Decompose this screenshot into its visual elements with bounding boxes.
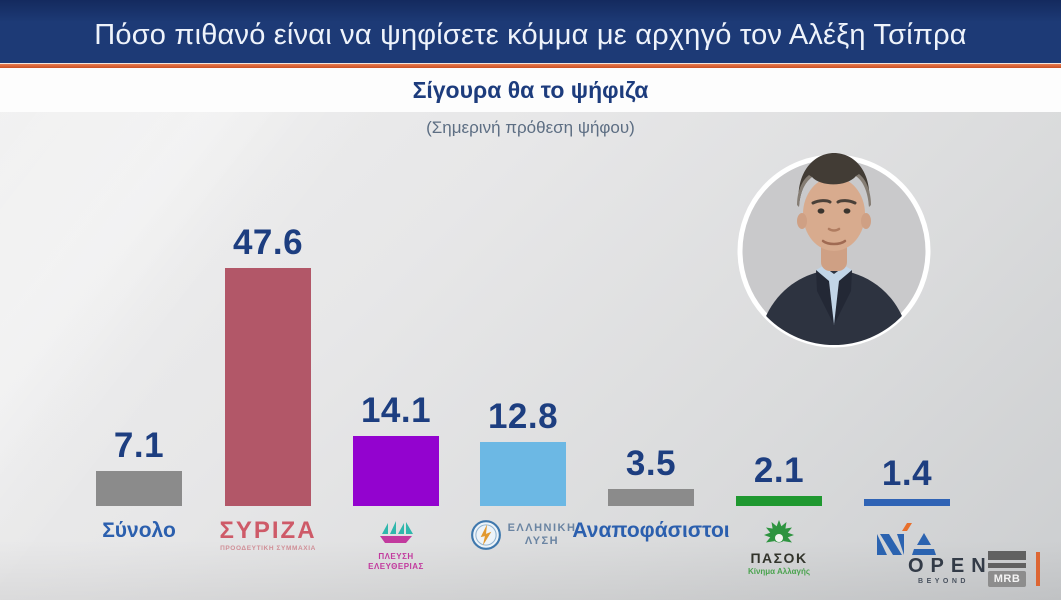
nd-triangles-icon: [877, 523, 936, 555]
bar-group-elliniki-lysi: 12.8 ΕΛΛΗΝΙΚΗ ΛΥΣΗ: [470, 397, 575, 550]
bar-value: 7.1: [113, 425, 165, 465]
bar-value: 47.6: [232, 223, 304, 262]
elliniki-logo-line2: ΛΥΣΗ: [524, 535, 560, 547]
bar-syriza: [225, 268, 311, 506]
open-logo-text: OPEN: [908, 555, 993, 577]
elliniki-logo-line1: ΕΛΛΗΝΙΚΗ: [507, 521, 577, 534]
tsipras-portrait: [737, 141, 931, 348]
page-title: Πόσο πιθανό είναι να ψηφίσετε κόμμα με α…: [94, 19, 967, 51]
bar-group-plefsi: 14.1 ΠΛΕΥΣΗ ΕΛΕΥΘΕΡΙΑΣ: [353, 390, 439, 571]
bar-elliniki-lysi: [480, 442, 566, 506]
bar-group-pasok: 2.1: [736, 450, 822, 576]
plefsi-logo-line1: ΠΛΕΥΣΗ: [378, 552, 414, 561]
elliniki-lysi-logo: ΕΛΛΗΝΙΚΗ ΛΥΣΗ: [438, 519, 608, 551]
mrb-logo-text: MRB: [993, 573, 1021, 585]
syriza-logo-text: ΣΥΡΙΖΑ: [219, 517, 317, 544]
bar-nd: [864, 499, 950, 506]
bar-value: 1.4: [881, 454, 933, 493]
chart-note: (Σημερινή πρόθεση ψήφου): [426, 118, 635, 137]
header-band: Πόσο πιθανό είναι να ψηφίσετε κόμμα με α…: [0, 0, 1061, 63]
bar-group-syriza: 47.6 ΣΥΡΙΖΑ ΠΡΟΟΔΕΥΤΙΚΗ ΣΥΜΜΑΧΙΑ: [219, 223, 315, 552]
bar-label-synolo: Σύνολο: [102, 519, 176, 542]
bar-group-nd: 1.4: [864, 454, 950, 555]
bar-label-anapofasistoi: Αναποφάσιστοι: [572, 519, 730, 542]
pasok-logo-text: ΠΑΣΟΚ: [750, 550, 808, 566]
plefsi-logo-line2: ΕΛΕΥΘΕΡΙΑΣ: [368, 562, 424, 571]
mrb-logo-box: MRB: [988, 571, 1026, 587]
bar-group-anapofasistoi: 3.5 Αναποφάσιστοι: [572, 443, 729, 543]
syriza-logo: ΣΥΡΙΖΑ ΠΡΟΟΔΕΥΤΙΚΗ ΣΥΜΜΑΧΙΑ: [183, 517, 353, 553]
sailing-ship-icon: [380, 521, 413, 543]
pasok-logo-tagline: Κίνημα Αλλαγής: [747, 567, 811, 576]
subtitle-band: Σίγουρα θα το ψήφιζα: [0, 68, 1061, 112]
green-sun-icon: [764, 520, 794, 543]
bar-synolo: [96, 470, 182, 506]
open-logo-tagline: BEYOND: [918, 578, 969, 585]
bar-plefsi: [353, 435, 439, 506]
plefsi-logo: ΠΛΕΥΣΗ ΕΛΕΥΘΕΡΙΑΣ: [311, 519, 481, 572]
pasok-logo: ΠΑΣΟΚ Κίνημα Αλλαγής: [694, 519, 864, 576]
bar-value: 3.5: [625, 443, 677, 483]
mrb-logo-stripe: [988, 563, 1026, 568]
mrb-logo: MRB: [988, 551, 1026, 587]
bar-value: 2.1: [753, 450, 805, 490]
bar-group-synolo: 7.1 Σύνολο: [96, 425, 182, 542]
compass-circle-icon: [470, 520, 501, 550]
orange-divider: [0, 63, 1061, 68]
bar-anapofasistoi: [608, 488, 694, 506]
bar-value: 14.1: [360, 390, 432, 430]
orange-accent-bar: [1036, 552, 1040, 586]
open-tv-logo: OPEN BEYOND: [903, 555, 993, 585]
chart-subtitle: Σίγουρα θα το ψήφιζα: [412, 76, 649, 103]
bar-value: 12.8: [487, 397, 559, 436]
syriza-logo-tagline: ΠΡΟΟΔΕΥΤΙΚΗ ΣΥΜΜΑΧΙΑ: [220, 545, 316, 552]
bar-pasok: [736, 495, 822, 506]
nd-logo: [822, 519, 992, 562]
mrb-logo-stripe: [988, 551, 1026, 560]
